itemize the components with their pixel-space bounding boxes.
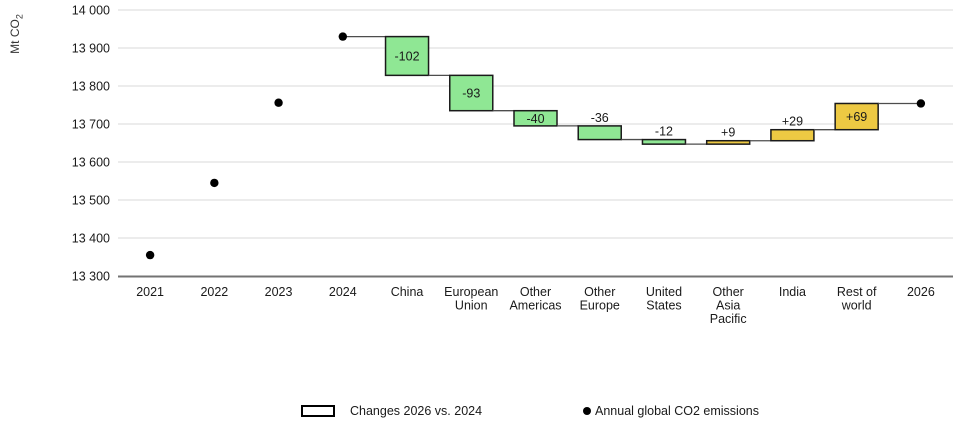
annual-dot-2026	[916, 99, 926, 108]
bar-value-label-other-americas: -40	[526, 112, 544, 126]
x-tick-label-rest-of-world: Rest of world	[837, 285, 877, 313]
annual-dot-2021	[145, 250, 155, 260]
legend-label-changes: Changes 2026 vs. 2024	[350, 404, 483, 418]
bar-rest-of-world	[834, 102, 879, 131]
bar-other-americas	[513, 109, 558, 127]
bar-value-label-india: +29	[782, 115, 803, 129]
y-tick-label-13900: 13 900	[72, 42, 110, 56]
y-tick-label-13400: 13 400	[72, 232, 110, 246]
x-tick-label-india: India	[779, 285, 806, 299]
x-tick-label-2026: 2026	[907, 285, 935, 299]
bar-value-label-european-union: -93	[462, 87, 480, 101]
annual-dot-2024	[338, 32, 348, 41]
x-tick-label-2021: 2021	[136, 285, 164, 299]
bar-value-label-united-states: -12	[655, 125, 673, 139]
x-tick-label-other-asia-pacific: Other Asia Pacific	[710, 285, 747, 326]
x-tick-label-european-union: European Union	[444, 285, 498, 313]
bar-other-asia-pacific	[705, 139, 751, 145]
legend-item-changes: Changes 2026 vs. 2024	[301, 398, 482, 424]
bar-value-label-other-asia-pacific: +9	[721, 126, 735, 140]
x-tick-label-2022: 2022	[200, 285, 228, 299]
x-tick-label-china: China	[391, 285, 424, 299]
y-tick-label-14000: 14 000	[72, 4, 110, 18]
annual-dot-2022	[210, 178, 219, 188]
y-tick-label-13300: 13 300	[72, 270, 110, 284]
legend-box-swatch	[301, 405, 335, 417]
legend-item-annual: Annual global CO2 emissions	[583, 398, 759, 424]
x-tick-label-other-americas: Other Americas	[509, 285, 561, 313]
legend-label-annual: Annual global CO2 emissions	[595, 404, 759, 418]
annual-dot-2023	[274, 98, 283, 107]
y-tick-label-13800: 13 800	[72, 80, 110, 94]
bar-china	[384, 35, 430, 77]
bar-value-label-china: -102	[395, 49, 420, 63]
x-tick-label-other-europe: Other Europe	[580, 285, 620, 313]
x-tick-label-2024: 2024	[329, 285, 357, 299]
bar-value-label-other-europe: -36	[591, 111, 609, 125]
y-axis-label-sub: 2	[14, 14, 25, 20]
y-axis-label-main: Mt CO	[8, 19, 22, 54]
y-axis-label: Mt CO2	[8, 3, 24, 65]
bar-united-states	[641, 138, 687, 145]
x-tick-label-2023: 2023	[265, 285, 293, 299]
y-tick-label-13700: 13 700	[72, 118, 110, 132]
bar-other-europe	[577, 125, 622, 141]
legend-dot-swatch	[583, 407, 591, 415]
bar-india	[770, 128, 815, 142]
bar-european-union	[449, 74, 494, 112]
bar-value-label-rest-of-world: +69	[846, 110, 867, 124]
legend: Changes 2026 vs. 2024 Annual global CO2 …	[0, 398, 960, 424]
y-tick-label-13500: 13 500	[72, 194, 110, 208]
y-tick-label-13600: 13 600	[72, 156, 110, 170]
x-tick-label-united-states: United States	[646, 285, 682, 313]
